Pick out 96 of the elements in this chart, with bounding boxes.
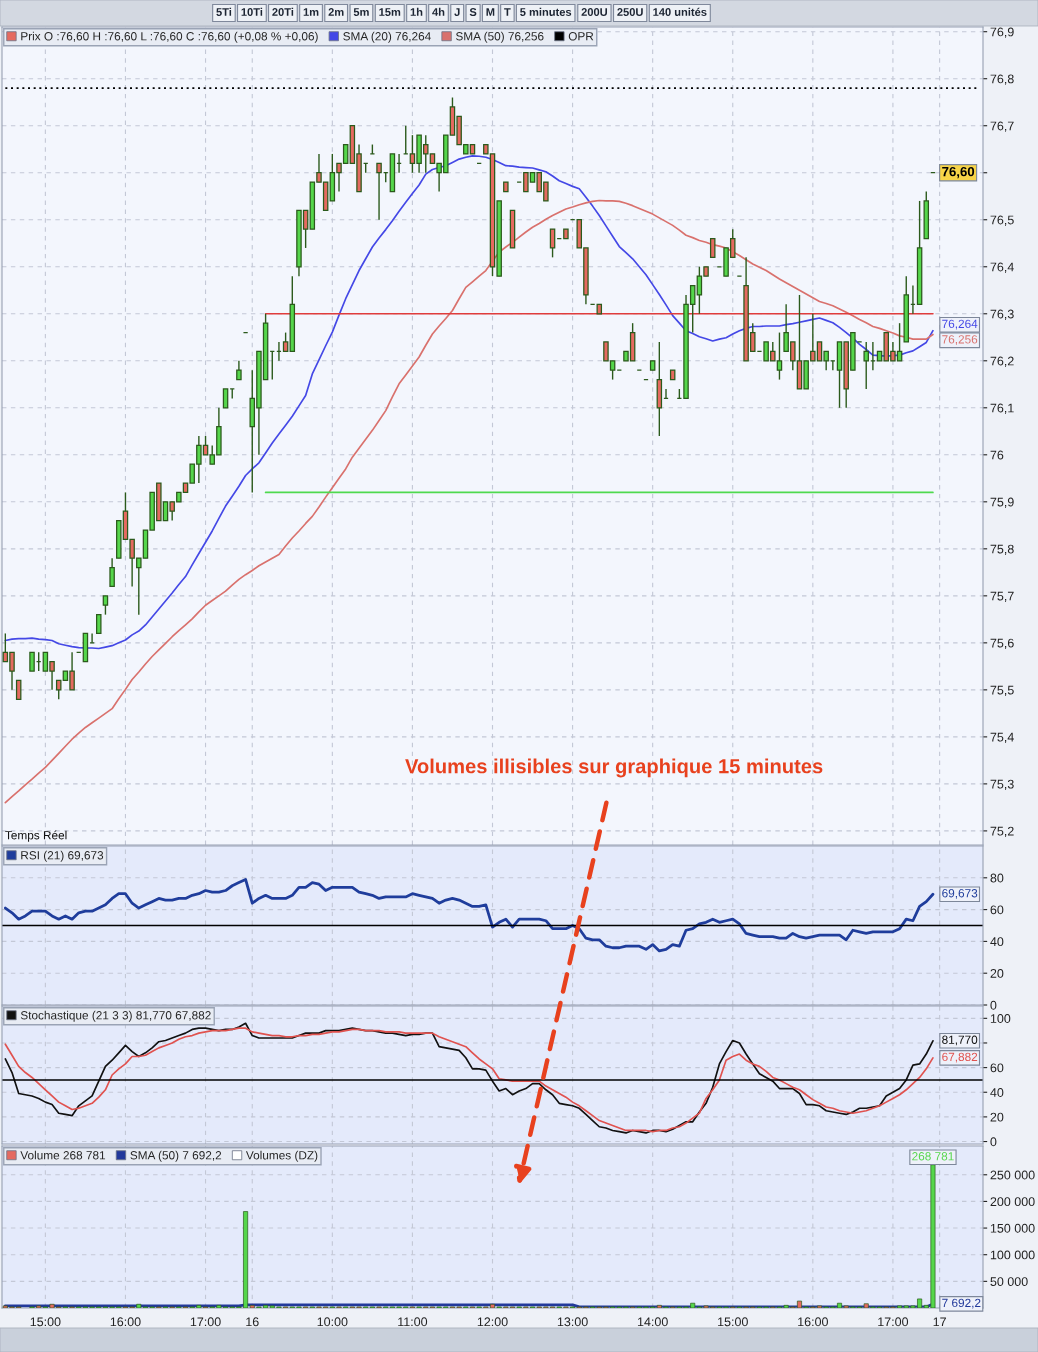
y-tick-label: 20 bbox=[990, 969, 1004, 978]
text: 250U bbox=[617, 8, 643, 16]
candlestick bbox=[222, 388, 229, 409]
y-tick-label: 200 000 bbox=[990, 1197, 1035, 1207]
line-series bbox=[4, 154, 934, 650]
candlestick bbox=[236, 360, 242, 381]
y-tick-label: 80 bbox=[990, 873, 1004, 883]
annotation: 81,770 bbox=[942, 1035, 978, 1046]
text: J bbox=[454, 8, 460, 16]
legend-label: SMA (20) 76,264 bbox=[343, 31, 431, 43]
y-tick-label: 60 bbox=[990, 905, 1004, 915]
x-tick-label: 16:00 bbox=[798, 1317, 828, 1327]
annotation: Volumes (DZ) bbox=[245, 1150, 318, 1162]
text: 1h bbox=[410, 7, 423, 16]
y-tick-label: 76,9 bbox=[990, 27, 1014, 38]
text: 200U bbox=[581, 8, 608, 16]
line-series bbox=[3, 878, 935, 953]
legend-label: SMA (50) 7 692,2 bbox=[130, 1150, 222, 1162]
y-tick-label: 76 bbox=[990, 450, 1004, 460]
text: 76,60 bbox=[942, 166, 975, 179]
y-tick-label: 75,5 bbox=[990, 685, 1014, 696]
text: S bbox=[469, 8, 477, 16]
y-tick-label: 76,1 bbox=[990, 403, 1014, 414]
text: 2m bbox=[328, 8, 344, 16]
y-tick-label: 100 bbox=[990, 1014, 1011, 1023]
text: 15m bbox=[379, 8, 401, 16]
annotation: 76,256 bbox=[942, 335, 978, 345]
text: 5m bbox=[353, 8, 369, 16]
candlestick bbox=[549, 228, 556, 259]
text: 10Ti bbox=[241, 7, 263, 16]
candlestick bbox=[863, 341, 869, 390]
candlestick bbox=[282, 331, 289, 353]
x-tick-label: 12:00 bbox=[477, 1317, 508, 1327]
y-tick-label: 0 bbox=[990, 1000, 997, 1010]
text: T bbox=[504, 8, 511, 16]
text: M bbox=[486, 8, 495, 16]
annotation: 69,673 bbox=[942, 889, 978, 899]
x-tick-label: 11:00 bbox=[398, 1317, 428, 1327]
data-label: 268 781 bbox=[912, 1152, 954, 1161]
text: 4h bbox=[432, 7, 445, 16]
legend-label: OPR bbox=[568, 32, 594, 41]
y-tick-label: 40 bbox=[990, 937, 1004, 947]
y-tick-label: 75,3 bbox=[990, 779, 1014, 791]
legend-label: Stochastique (21 3 3) 81,770 67,882 bbox=[20, 1010, 211, 1022]
text: 5Ti bbox=[216, 7, 232, 16]
y-tick-label: 250 000 bbox=[990, 1170, 1035, 1180]
y-tick-label: 75,9 bbox=[990, 497, 1014, 508]
y-tick-label: 76,4 bbox=[990, 262, 1014, 273]
y-tick-label: 75,6 bbox=[990, 638, 1014, 649]
y-tick-label: 75,4 bbox=[990, 732, 1014, 743]
y-tick-label: 76,3 bbox=[990, 309, 1014, 320]
line-series bbox=[4, 199, 934, 804]
x-tick-label: 17:00 bbox=[190, 1317, 221, 1327]
candlestick bbox=[709, 237, 716, 258]
text: 20Ti bbox=[272, 7, 294, 16]
x-tick-label: 10:00 bbox=[317, 1317, 348, 1327]
text: 5 minutes bbox=[520, 7, 572, 16]
y-tick-label: 60 bbox=[990, 1063, 1004, 1073]
annotation: Temps Réel bbox=[5, 830, 67, 842]
candlestick bbox=[376, 162, 382, 221]
y-tick-label: 76,5 bbox=[990, 215, 1014, 226]
y-tick-label: 75,2 bbox=[990, 826, 1014, 838]
annotation: 67,882 bbox=[942, 1052, 978, 1063]
annotation: 76,264 bbox=[942, 319, 978, 330]
y-tick-label: 75,8 bbox=[990, 544, 1014, 555]
x-tick-label: 16:00 bbox=[110, 1317, 141, 1327]
y-tick-label: 50 000 bbox=[990, 1277, 1028, 1287]
candlestick bbox=[102, 595, 109, 616]
x-tick-label: 14:00 bbox=[637, 1317, 668, 1327]
x-tick-label: 17 bbox=[933, 1317, 946, 1327]
x-tick-label: 15:00 bbox=[718, 1317, 748, 1327]
y-tick-label: 40 bbox=[990, 1088, 1004, 1097]
candlestick bbox=[15, 679, 22, 700]
legend-label: RSI (21) 69,673 bbox=[21, 850, 104, 862]
x-tick-label: 15:00 bbox=[30, 1317, 61, 1327]
candlestick bbox=[96, 614, 102, 635]
data-label: 7 692,2 bbox=[942, 1298, 981, 1309]
annotation: Volumes illisibles sur graphique 15 minutes bbox=[405, 758, 823, 778]
y-tick-label: 150 000 bbox=[990, 1223, 1035, 1233]
y-tick-label: 76,7 bbox=[990, 121, 1014, 132]
text: 1m bbox=[303, 8, 319, 16]
y-tick-label: 76,8 bbox=[990, 74, 1014, 85]
candlestick bbox=[29, 651, 35, 672]
y-tick-label: 75,7 bbox=[990, 591, 1014, 602]
y-tick-label: 20 bbox=[990, 1112, 1004, 1122]
y-tick-label: 76,2 bbox=[990, 356, 1014, 367]
x-tick-label: 16 bbox=[246, 1317, 259, 1327]
x-tick-label: 13:00 bbox=[557, 1317, 588, 1327]
y-tick-label: 100 000 bbox=[990, 1250, 1035, 1260]
candlestick bbox=[109, 557, 115, 588]
text: 140 unités bbox=[653, 7, 707, 16]
legend-label: SMA (50) 76,256 bbox=[455, 31, 544, 43]
legend-label: Volume 268 781 bbox=[20, 1150, 106, 1160]
y-tick-label: 0 bbox=[990, 1137, 997, 1147]
x-tick-label: 17:00 bbox=[878, 1317, 909, 1327]
legend-title: Prix O :76,60 H :76,60 L :76,60 C :76,60 (+0,08 % +0,06) bbox=[21, 31, 318, 43]
